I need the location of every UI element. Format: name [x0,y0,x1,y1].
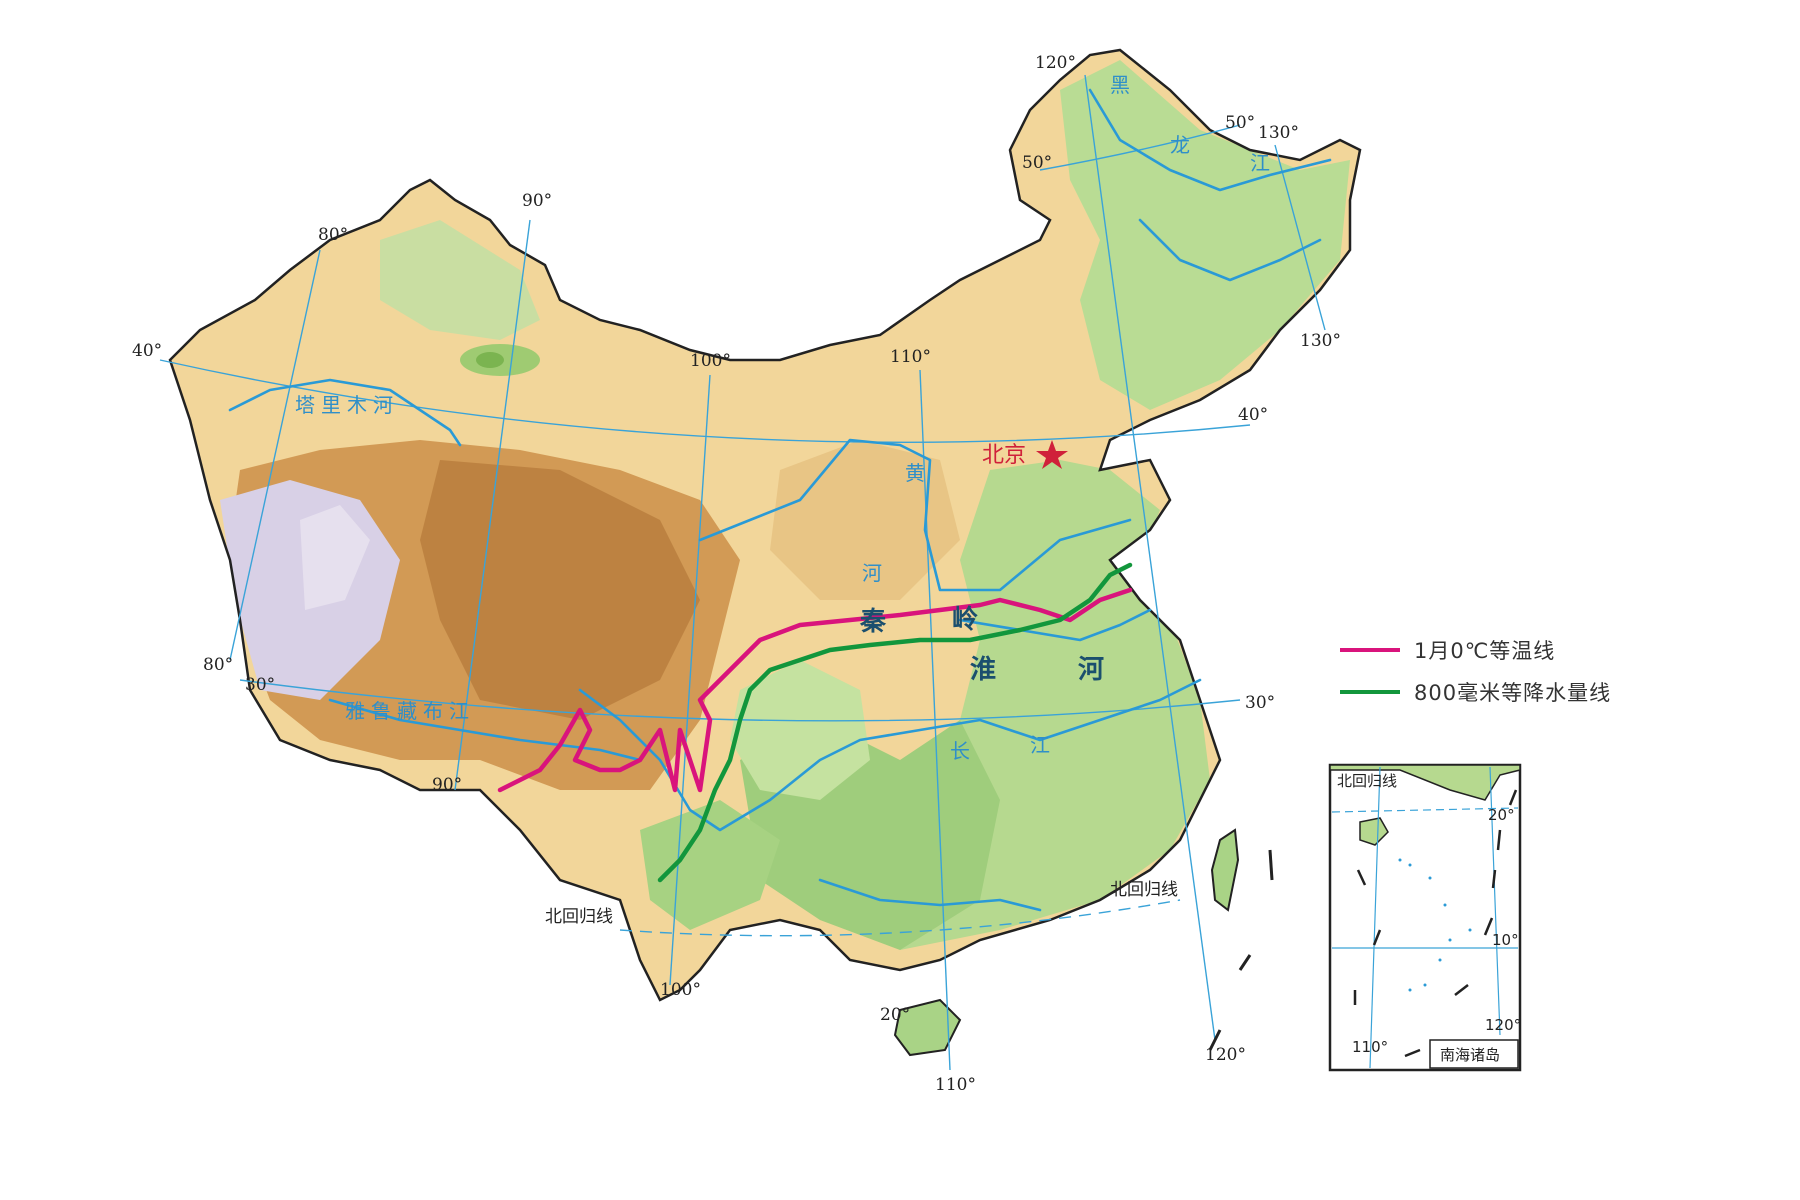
inset-dash-boundary [1353,789,1518,1058]
inset-title-box [1429,1039,1519,1069]
rivers [228,88,1332,912]
tarim-river [228,378,462,447]
huai-river [958,608,1152,642]
river-labels: 塔里木河 雅鲁藏布江 黄 河 长 江 黑 龙 江 [295,73,1270,763]
heilong-river-label-1: 黑 [1110,73,1130,97]
inset-lat-10-label: 10° [1492,931,1519,949]
tianshan-peak [476,352,504,368]
kunlun-peaks [300,505,370,610]
graticule [159,74,1326,1071]
legend: 1月0℃等温线 800毫米等降水量线 [1340,639,1611,705]
qinling-label-2: 岭 [952,605,978,635]
lon-90-label: 90° [522,191,552,211]
junggar-basin [380,220,540,340]
inset-islands [1398,858,1472,992]
capital-label: 北京 [982,443,1026,468]
yangtze-river [578,678,1202,832]
lon-120-bottom-label: 120° [1205,1045,1246,1065]
lat-50-left-label: 50° [1022,153,1052,173]
lon-110-label: 110° [890,347,931,367]
legend-precip-label: 800毫米等降水量线 [1414,681,1611,705]
lon-120-label: 120° [1035,53,1076,73]
lon-80-label: 80° [318,225,348,245]
inset-frame [1328,763,1522,1072]
lat-30-line [239,679,1241,722]
yangtze-river-label-1: 长 [950,739,970,763]
tropic-right-label: 北回归线 [1110,880,1178,900]
lat-30-left-label: 30° [245,675,275,695]
lat-30-right-label: 30° [1245,693,1275,713]
hainan-island [893,998,962,1057]
taiwan-island [1210,828,1240,912]
qinling-huaihe-labels: 秦 岭 淮 河 [859,605,1104,685]
lat-40-line [159,359,1251,443]
pearl-river [818,878,1042,912]
inset-lon-110-line [1369,766,1381,1069]
inset-tropic-label: 北回归线 [1337,772,1397,790]
lon-130-line [1274,144,1326,331]
inset-hainan [1359,817,1389,846]
tropic-line [619,899,1181,937]
inset-lon-120-line [1489,766,1501,1036]
yellow-river-label-2: 河 [862,561,882,585]
huaihe-label-1: 淮 [970,655,996,685]
lon-130-label: 130° [1258,123,1299,143]
lon-100-line [669,374,711,986]
lon-120-line [1084,74,1216,1041]
lon-110-line [919,369,951,1071]
graticule-labels: 80° 90° 100° 110° 120° 130° 130° 40° 40°… [132,53,1341,1095]
lon-80-line [229,249,321,661]
capital-star-icon [1036,440,1068,469]
tropic-left-label: 北回归线 [545,907,613,927]
yarlung-river [328,698,642,762]
huaihe-label-2: 河 [1078,655,1104,685]
terrain-relief [170,50,1360,1000]
lon-130-right-label: 130° [1300,331,1341,351]
lat-40-right-label: 40° [1238,405,1268,425]
lon-110-bottom-label: 110° [935,1075,976,1095]
lat-20-label: 20° [880,1005,910,1025]
inset-lat-20-label: 20° [1488,806,1515,824]
yellow-river [698,438,1132,592]
inset-coast [1329,764,1521,801]
lon-90-line [454,219,531,791]
lat-50-right-label: 50° [1225,113,1255,133]
south-china-sea-inset: 北回归线 20° 10° 120° 110° 南海诸岛 [1328,763,1522,1072]
lon-80-bottom-label: 80° [203,655,233,675]
sichuan-basin [730,660,870,800]
inset-lon-110-label: 110° [1352,1038,1388,1056]
lon-100-label: 100° [690,351,731,371]
yellow-river-label-1: 黄 [905,461,925,485]
beijing-marker: 北京 [982,440,1068,469]
heilong-river-label-2: 龙 [1170,133,1190,157]
lon-100-bottom-label: 100° [660,980,701,1000]
heilong-river [1088,88,1332,192]
country-border [168,48,1362,1002]
inset-lon-120-label: 120° [1485,1016,1521,1034]
yunnan-green [640,800,780,930]
yarlung-river-label: 雅鲁藏布江 [345,699,475,723]
lon-90-bottom-label: 90° [432,775,462,795]
lat-50-line [1039,124,1241,171]
offshore-boundary-dashes [1208,849,1274,1051]
yangtze-river-label-2: 江 [1030,733,1050,757]
precip-800-line [657,562,1133,883]
inset-tropic-line [1331,807,1519,813]
songhua-river [1138,218,1322,282]
isotherm-line [497,587,1133,793]
lat-40-left-label: 40° [132,341,162,361]
inset-title: 南海诸岛 [1440,1046,1500,1064]
tarim-river-label: 塔里木河 [295,393,399,417]
legend-isotherm-label: 1月0℃等温线 [1414,639,1555,663]
qinling-label-1: 秦 [859,607,887,637]
heilong-river-label-3: 江 [1250,151,1270,175]
